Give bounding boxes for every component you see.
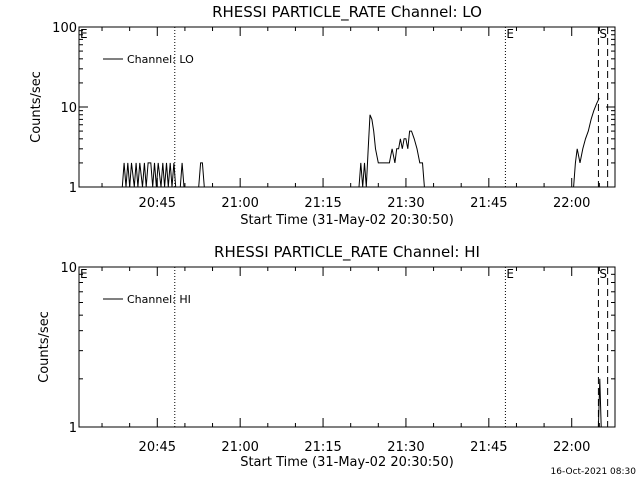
plot-frame-hi [78, 266, 616, 428]
series-line-segment [198, 162, 205, 188]
marker-label: E [506, 267, 514, 281]
legend-hi: Channel: HI [103, 293, 191, 306]
legend-label-hi: Channel: HI [127, 293, 191, 306]
timestamp: 16-Oct-2021 08:30 [551, 467, 637, 477]
series-line-segment [358, 114, 425, 188]
y-axis-label-lo: Counts/sec [29, 71, 44, 143]
axis-ticks-hi: 20:45 21:00 21:15 21:30 21:45 22:00 1 10 [60, 261, 615, 455]
x-tick-label: 21:30 [387, 440, 424, 455]
marker-label: E [80, 267, 88, 281]
marker-label: S [599, 27, 607, 41]
x-axis-label-hi: Start Time (31-May-02 20:30:50) [240, 455, 454, 470]
marker-label: E [80, 27, 88, 41]
y-tick-label: 1 [69, 421, 77, 436]
legend-lo: Channel: LO [103, 53, 194, 66]
x-tick-label: 21:45 [470, 440, 507, 455]
legend-label-lo: Channel: LO [127, 53, 194, 66]
y-tick-label: 100 [52, 21, 77, 36]
marker-label: E [506, 27, 514, 41]
plot-frame-lo [78, 26, 616, 188]
x-tick-label: 21:00 [221, 440, 258, 455]
x-tick-label: 21:30 [387, 196, 424, 211]
series-line-segment [573, 97, 600, 188]
x-tick-label: 20:45 [139, 440, 176, 455]
x-tick-label: 21:15 [304, 440, 341, 455]
series-hi [597, 378, 602, 428]
x-tick-label: 20:45 [139, 196, 176, 211]
x-tick-label: 21:15 [304, 196, 341, 211]
series-lo [121, 97, 600, 188]
axis-ticks-lo: 20:45 21:00 21:15 21:30 21:45 22:00 1 10 100 [52, 21, 615, 211]
chart-title-hi: RHESSI PARTICLE_RATE Channel: HI [214, 243, 480, 262]
x-tick-label: 21:45 [470, 196, 507, 211]
x-axis-label-lo: Start Time (31-May-02 20:30:50) [240, 213, 454, 228]
marker-label: S [599, 267, 607, 281]
panel-hi: RHESSI PARTICLE_RATE Channel: HI 20:45 21… [37, 243, 616, 470]
x-tick-label: 22:00 [553, 196, 590, 211]
y-tick-label: 1 [69, 181, 77, 196]
y-axis-label-hi: Counts/sec [37, 311, 52, 383]
y-tick-label: 10 [60, 101, 77, 116]
chart-title-lo: RHESSI PARTICLE_RATE Channel: LO [212, 3, 482, 22]
series-line-segment [121, 162, 185, 188]
panel-lo: RHESSI PARTICLE_RATE Channel: LO 20:45 21… [29, 3, 616, 228]
x-tick-label: 22:00 [553, 440, 590, 455]
series-line-segment [597, 378, 602, 428]
x-tick-label: 21:00 [221, 196, 258, 211]
y-tick-label: 10 [60, 261, 77, 276]
